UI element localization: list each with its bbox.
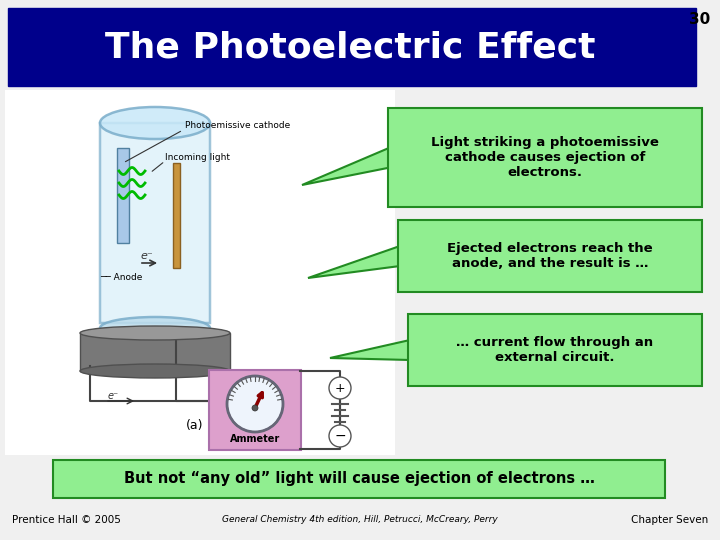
Bar (80, 333, 230, 371)
Polygon shape (302, 147, 390, 185)
Text: ── Anode: ── Anode (100, 273, 143, 282)
FancyBboxPatch shape (398, 220, 702, 292)
Circle shape (227, 376, 283, 432)
FancyBboxPatch shape (5, 90, 395, 455)
Ellipse shape (80, 326, 230, 340)
Ellipse shape (100, 317, 210, 339)
Text: But not “any old” light will cause ejection of electrons …: But not “any old” light will cause eject… (124, 471, 595, 487)
Text: (a): (a) (186, 420, 204, 433)
FancyBboxPatch shape (388, 108, 702, 207)
Text: Incoming light: Incoming light (165, 153, 230, 163)
Text: Ejected electrons reach the
anode, and the result is …: Ejected electrons reach the anode, and t… (447, 242, 653, 270)
Text: Light striking a photoemissive
cathode causes ejection of
electrons.: Light striking a photoemissive cathode c… (431, 136, 659, 179)
Circle shape (329, 425, 351, 447)
FancyBboxPatch shape (100, 123, 210, 323)
FancyBboxPatch shape (209, 370, 301, 450)
Text: General Chemistry 4th edition, Hill, Petrucci, McCreary, Perry: General Chemistry 4th edition, Hill, Pet… (222, 516, 498, 524)
FancyBboxPatch shape (8, 8, 696, 86)
Text: +: + (335, 381, 346, 395)
Text: The Photoelectric Effect: The Photoelectric Effect (104, 30, 595, 64)
Polygon shape (308, 246, 400, 278)
Text: Chapter Seven: Chapter Seven (631, 515, 708, 525)
Polygon shape (330, 340, 410, 360)
Text: e⁻: e⁻ (107, 391, 119, 401)
Ellipse shape (80, 364, 230, 378)
Bar (173, 163, 180, 268)
Text: Photoemissive cathode: Photoemissive cathode (185, 122, 290, 131)
Text: −: − (334, 429, 346, 443)
Text: e⁻: e⁻ (140, 251, 153, 261)
Circle shape (252, 405, 258, 411)
Text: … current flow through an
external circuit.: … current flow through an external circu… (456, 336, 654, 364)
Ellipse shape (100, 107, 210, 139)
Circle shape (329, 377, 351, 399)
FancyBboxPatch shape (53, 460, 665, 498)
FancyBboxPatch shape (408, 314, 702, 386)
Text: Prentice Hall © 2005: Prentice Hall © 2005 (12, 515, 121, 525)
Bar (117, 148, 129, 243)
Text: 30: 30 (689, 12, 710, 27)
Text: Ammeter: Ammeter (230, 434, 280, 444)
